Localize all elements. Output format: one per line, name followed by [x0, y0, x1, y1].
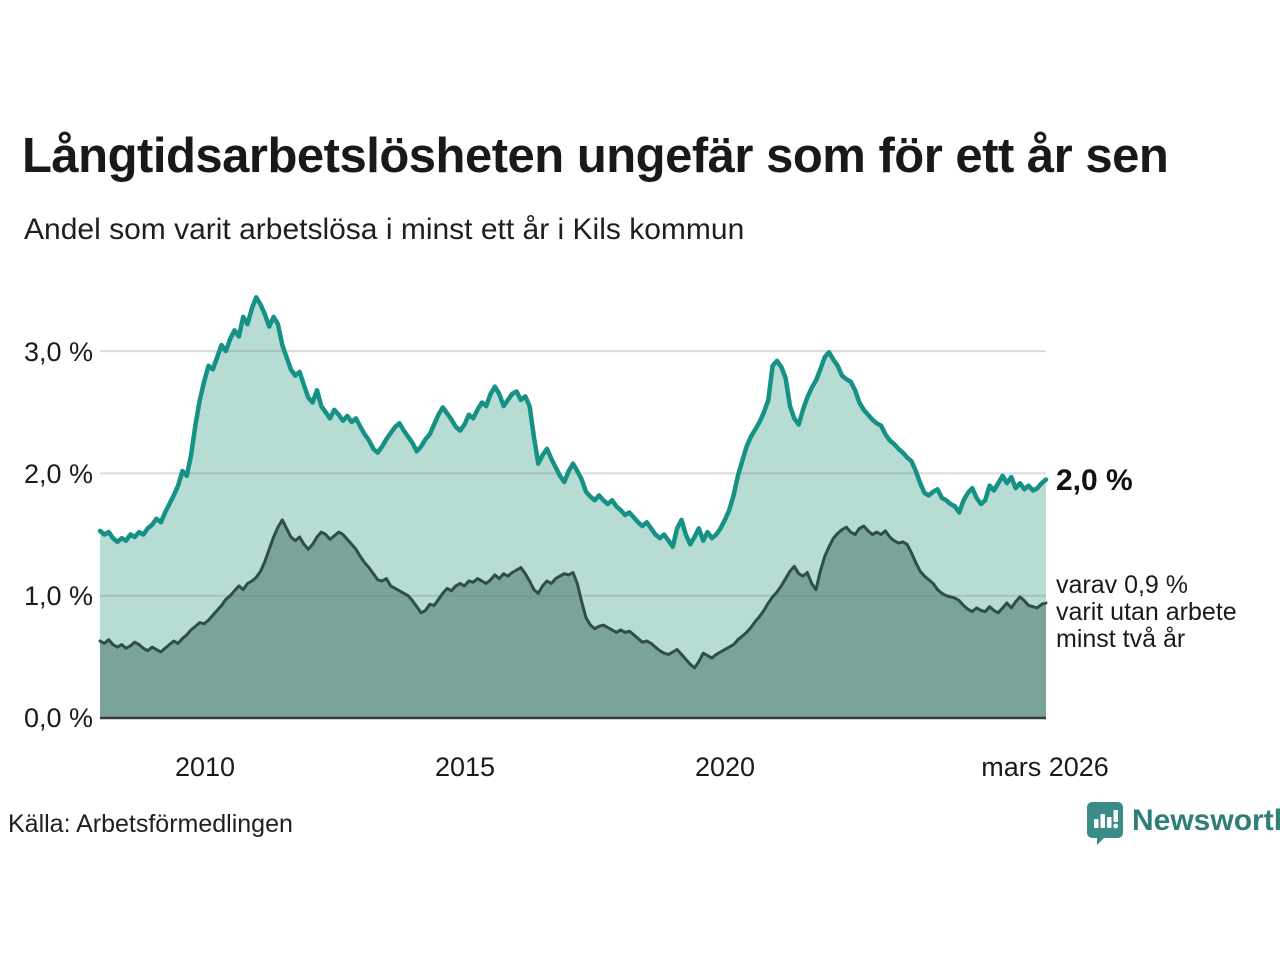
y-axis-tick-3: 3,0 % — [23, 337, 93, 367]
x-axis-tick-mars-2026: mars 2026 — [981, 752, 1109, 782]
x-axis-tick-2010: 2010 — [174, 752, 236, 782]
secondary-series-annotation: varav 0,9 % varit utan arbete minst två … — [1056, 572, 1237, 653]
y-axis-tick-2: 2,0 % — [23, 459, 93, 489]
source-caption: Källa: Arbetsförmedlingen — [8, 810, 293, 838]
brand-wordmark: Newsworthy — [1132, 804, 1280, 837]
line-two-years — [98, 518, 1048, 670]
newsworthy-icon — [1086, 801, 1124, 850]
annotation-line-2: varit utan arbete — [1056, 598, 1237, 626]
y-axis-tick-0: 0,0 % — [23, 703, 93, 733]
y-axis-tick-1: 1,0 % — [23, 581, 93, 611]
x-axis-tick-2020: 2020 — [694, 752, 756, 782]
annotation-line-3: minst två år — [1056, 625, 1186, 653]
line-one-year — [97, 295, 1049, 550]
page-subtitle: Andel som varit arbetslösa i minst ett å… — [24, 213, 745, 246]
brand-logo: Newsworthy — [1086, 801, 1280, 850]
area-fill-two-years — [100, 519, 1046, 718]
x-axis-tick-2015: 2015 — [434, 752, 496, 782]
latest-value-annotation: 2,0 % — [1056, 464, 1133, 497]
page-title: Långtidsarbetslösheten ungefär som för e… — [22, 129, 1169, 183]
annotation-line-1: varav 0,9 % — [1056, 571, 1189, 599]
